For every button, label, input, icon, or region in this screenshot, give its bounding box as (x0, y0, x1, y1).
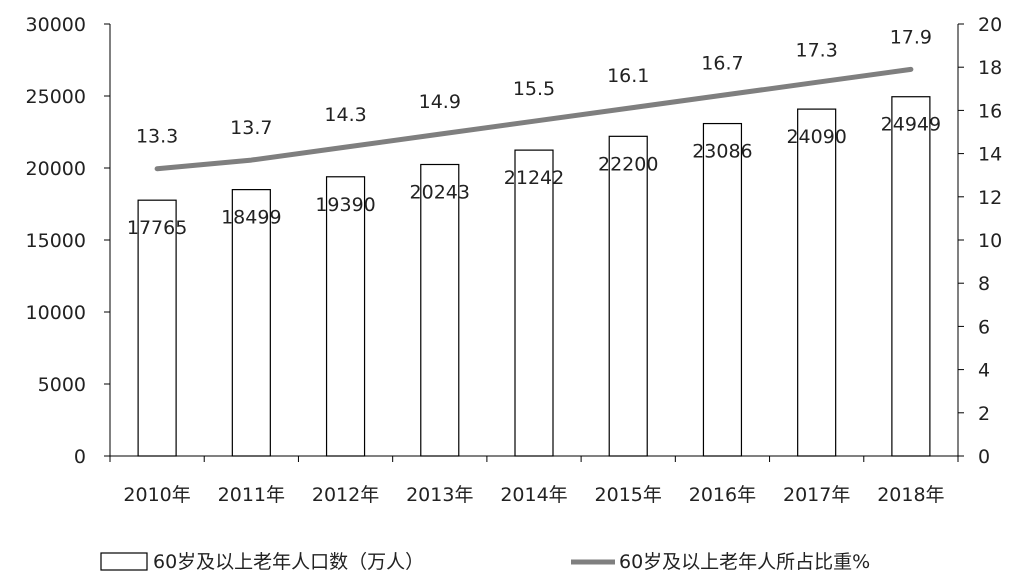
right-tick-label: 20 (978, 14, 1002, 36)
bar (325, 176, 366, 457)
x-tick-label: 2012年 (312, 484, 379, 506)
x-tick-label: 2018年 (877, 484, 944, 506)
bar-data-label: 22200 (598, 153, 658, 175)
line-data-label: 13.3 (136, 126, 178, 148)
line-series (154, 66, 914, 172)
bar (420, 163, 460, 457)
right-tick-label: 2 (978, 403, 990, 425)
line-data-label: 14.3 (324, 104, 366, 126)
right-tick-label: 12 (978, 187, 1002, 209)
right-tick-label: 8 (978, 273, 990, 295)
legend: 60岁及以上老年人口数（万人） 60岁及以上老年人所占比重% (100, 551, 870, 573)
right-tick-label: 4 (978, 360, 990, 382)
line-data-label: 16.7 (701, 52, 743, 74)
bar (231, 189, 271, 457)
x-tick-label: 2015年 (595, 484, 662, 506)
x-tick-label: 2010年 (123, 484, 190, 506)
line-data-labels: 13.3 13.7 14.3 14.9 15.5 16.1 16.7 17.3 17.9 (136, 26, 932, 147)
right-tick-label: 18 (978, 57, 1002, 79)
left-tick-label: 0 (74, 446, 86, 468)
legend-line-label: 60岁及以上老年人所占比重% (619, 551, 870, 573)
left-tick-label: 15000 (26, 230, 86, 252)
bar (608, 135, 648, 457)
x-tick-label: 2017年 (783, 484, 850, 506)
x-tick-label: 2013年 (406, 484, 473, 506)
bar-series (137, 96, 931, 457)
line-data-label: 14.9 (419, 91, 461, 113)
right-tick-label: 16 (978, 100, 1002, 122)
bar-data-label: 19390 (315, 194, 375, 216)
bar-data-label: 18499 (221, 207, 281, 229)
right-tick-label: 10 (978, 230, 1002, 252)
x-tick-label: 2011年 (218, 484, 285, 506)
bar-data-label: 20243 (410, 182, 470, 204)
right-axis-tick-labels: 0 2 4 6 8 10 12 14 16 18 20 (978, 14, 1002, 468)
right-tick-label: 0 (978, 446, 990, 468)
right-tick-label: 14 (978, 144, 1002, 166)
bar (891, 96, 931, 457)
x-tick-label: 2014年 (500, 484, 567, 506)
bar-data-label: 23086 (692, 141, 752, 163)
bar-data-label: 24949 (881, 114, 941, 136)
line-data-label: 15.5 (513, 78, 555, 100)
bar (702, 122, 743, 457)
bar-data-label: 17765 (127, 217, 187, 239)
left-tick-label: 30000 (26, 14, 86, 36)
left-tick-label: 10000 (26, 302, 86, 324)
x-tick-label: 2016年 (689, 484, 756, 506)
bar-data-label: 21242 (504, 167, 564, 189)
right-tick-label: 6 (978, 316, 990, 338)
bar (514, 149, 554, 457)
line-data-label: 16.1 (607, 65, 649, 87)
bar (137, 199, 177, 457)
line-data-label: 17.9 (890, 26, 932, 48)
axes (104, 23, 964, 462)
left-tick-label: 25000 (26, 86, 86, 108)
line-data-label: 13.7 (230, 117, 272, 139)
bar-data-label: 24090 (786, 126, 846, 148)
legend-bar-swatch (100, 552, 148, 571)
bar (797, 108, 837, 457)
left-axis-tick-labels: 0 5000 10000 15000 20000 25000 30000 (26, 14, 86, 468)
x-axis-tick-labels: 2010年 2011年 2012年 2013年 2014年 2015年 2016年 2017年… (123, 484, 944, 506)
left-tick-label: 20000 (26, 158, 86, 180)
line-data-label: 17.3 (796, 39, 838, 61)
legend-bar-label: 60岁及以上老年人口数（万人） (153, 551, 424, 573)
left-tick-label: 5000 (38, 374, 86, 396)
bar-data-labels: 17765 18499 19390 20243 21242 22200 23086 24090… (127, 114, 941, 239)
